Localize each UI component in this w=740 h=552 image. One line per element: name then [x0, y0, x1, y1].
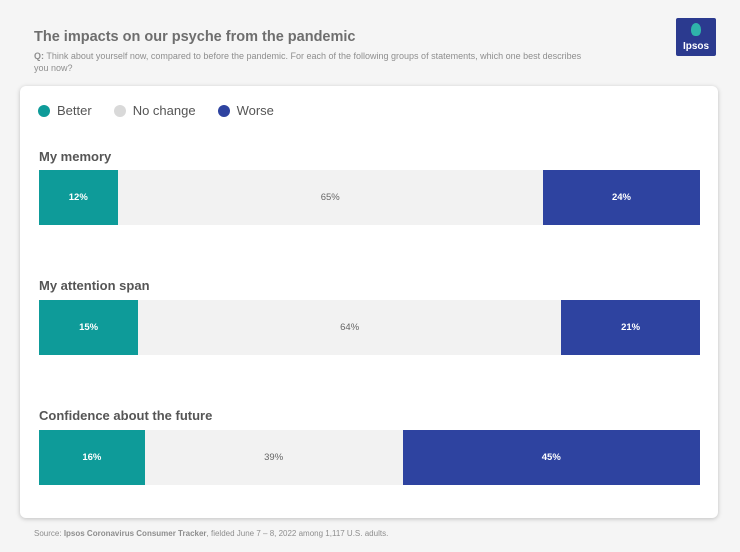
- data-label: 12%: [68, 192, 88, 203]
- legend-dot-no-change-icon: [113, 104, 126, 117]
- chart-card: Better No change Worse My memory 12% 65%…: [20, 86, 718, 518]
- source-prefix: Source:: [34, 529, 62, 538]
- legend-item-worse: Worse: [217, 103, 274, 118]
- legend-dot-better-icon: [38, 104, 50, 117]
- legend-label-better: Better: [57, 103, 92, 118]
- stacked-bar-confidence: 16% 39% 45%: [39, 430, 700, 485]
- bar-segment-worse: 45%: [402, 430, 700, 485]
- stacked-bar-memory: 12% 65% 24%: [39, 170, 700, 225]
- data-label: 15%: [79, 322, 99, 333]
- data-label: 39%: [264, 452, 284, 463]
- data-label: 21%: [621, 322, 641, 333]
- logo-text: Ipsos: [682, 41, 710, 52]
- question-prefix: Q:: [34, 51, 44, 61]
- survey-question: Q: Think about yourself now, compared to…: [34, 50, 594, 74]
- legend-label-no-change: No change: [132, 103, 196, 118]
- bar-segment-no-change: 64%: [138, 300, 562, 355]
- source-details: , fielded June 7 – 8, 2022 among 1,117 U…: [206, 529, 389, 538]
- ipsos-logo: Ipsos: [676, 18, 716, 56]
- bar-segment-better: 12%: [39, 170, 118, 225]
- legend-dot-worse-icon: [217, 104, 230, 117]
- bar-segment-worse: 21%: [561, 300, 700, 355]
- data-label: 65%: [320, 192, 340, 203]
- bar-segment-better: 15%: [39, 300, 139, 355]
- source-note: Source: Ipsos Coronavirus Consumer Track…: [34, 529, 388, 538]
- data-label: 64%: [340, 322, 360, 333]
- bar-segment-better: 16%: [39, 430, 145, 485]
- data-label: 45%: [541, 452, 561, 463]
- data-label: 24%: [611, 192, 631, 203]
- source-name: Ipsos Coronavirus Consumer Tracker: [63, 529, 207, 538]
- legend-label-worse: Worse: [236, 103, 274, 118]
- bar-segment-no-change: 39%: [144, 430, 403, 485]
- stacked-bar-attention-span: 15% 64% 21%: [39, 300, 700, 355]
- chart-legend: Better No change Worse: [38, 103, 296, 118]
- legend-item-better: Better: [38, 103, 92, 118]
- bar-segment-worse: 24%: [542, 170, 700, 225]
- question-text: Think about yourself now, compared to be…: [34, 51, 582, 73]
- data-label: 16%: [82, 452, 102, 463]
- page-title: The impacts on our psyche from the pande…: [34, 29, 356, 45]
- legend-item-no-change: No change: [113, 103, 196, 118]
- category-label-confidence: Confidence about the future: [39, 408, 213, 423]
- logo-mark-icon: [691, 23, 701, 36]
- bar-segment-no-change: 65%: [117, 170, 543, 225]
- category-label-attention-span: My attention span: [39, 278, 150, 293]
- category-label-memory: My memory: [39, 149, 112, 164]
